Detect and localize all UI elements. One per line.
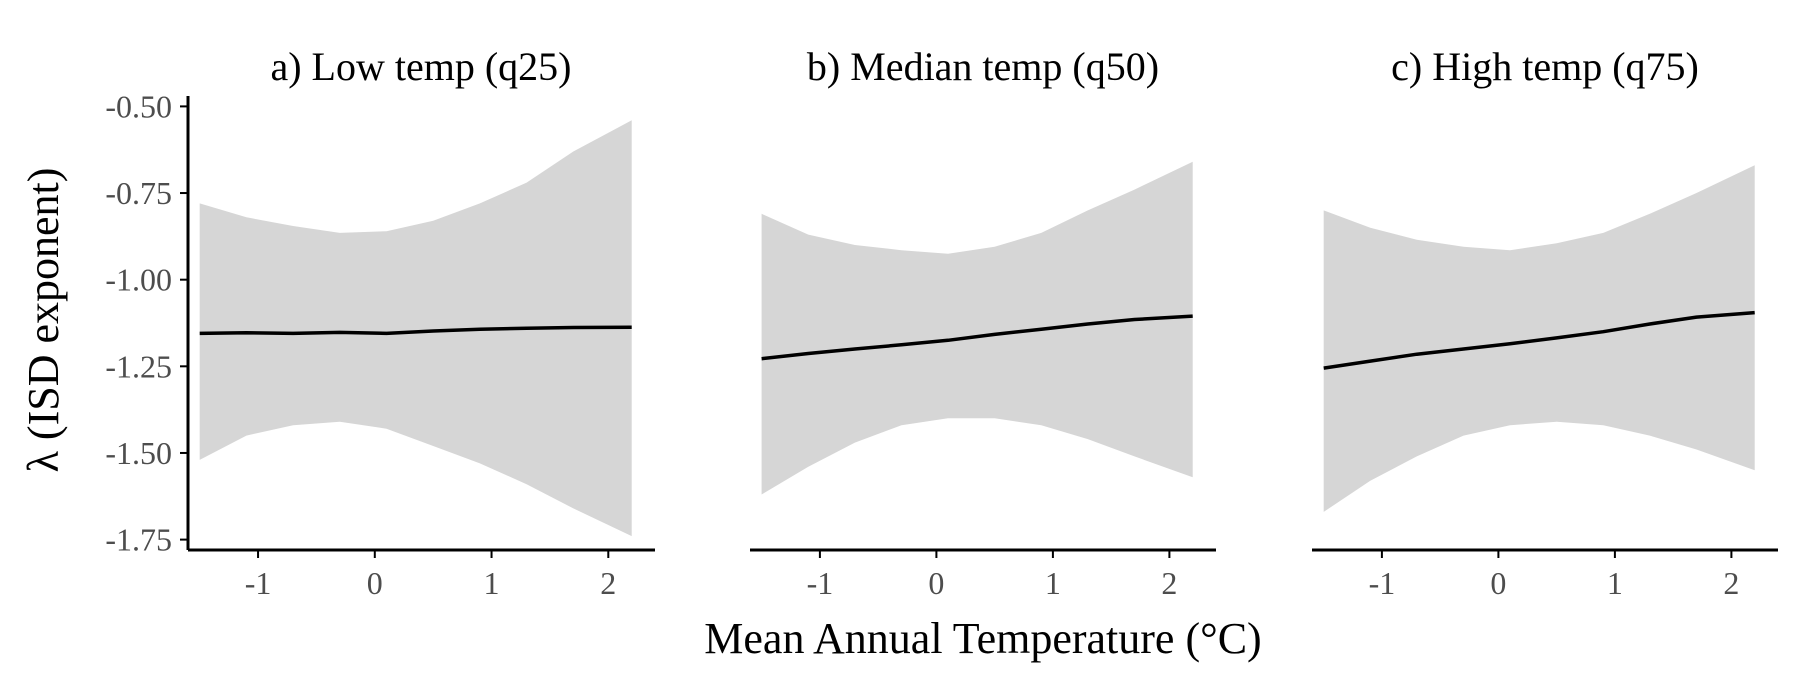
panel-c-x-tick-label: 2 bbox=[1723, 565, 1739, 601]
panel-c-fit-line bbox=[1323, 310, 1755, 370]
y-tick-label: -1.25 bbox=[105, 348, 172, 384]
panel-c-axes: -1 0 1 2 bbox=[1312, 548, 1778, 601]
panel-c-fit-line-group bbox=[1323, 310, 1755, 370]
y-tick-label: -0.50 bbox=[105, 88, 172, 124]
panels: a) Low temp (q25) -1 0 1 2 b) Median temp (… bbox=[180, 44, 1778, 601]
panel-b-title: b) Median temp (q50) bbox=[807, 44, 1159, 89]
panel-b-axes: -1 0 1 2 bbox=[750, 548, 1216, 601]
panel-a-x-tick-label: 0 bbox=[367, 565, 383, 601]
x-axis-title: Mean Annual Temperature (°C) bbox=[704, 614, 1261, 663]
y-axis-labels: -0.50 -0.75 -1.00 -1.25 -1.50 -1.75 bbox=[105, 88, 172, 557]
panel-b-band-area bbox=[761, 161, 1193, 495]
panel-a: a) Low temp (q25) -1 0 1 2 bbox=[180, 44, 655, 601]
panel-a-fit-line-group bbox=[199, 325, 632, 336]
panel-a-title: a) Low temp (q25) bbox=[270, 44, 571, 89]
panel-b-confidence-band bbox=[761, 161, 1193, 495]
y-tick-label: -1.75 bbox=[105, 522, 172, 558]
panel-b-x-tick-label: 2 bbox=[1161, 565, 1177, 601]
panel-a-confidence-band bbox=[199, 120, 632, 537]
panel-a-axes: -1 0 1 2 bbox=[180, 96, 655, 601]
panel-a-band-area bbox=[199, 120, 632, 537]
panel-a-x-tick-label: 2 bbox=[600, 565, 616, 601]
panel-c-x-tick-label: -1 bbox=[1369, 565, 1396, 601]
y-tick-label: -0.75 bbox=[105, 175, 172, 211]
y-axis-title: λ (ISD exponent) bbox=[19, 168, 68, 473]
panel-c-title: c) High temp (q75) bbox=[1391, 44, 1699, 89]
y-tick-label: -1.00 bbox=[105, 262, 172, 298]
panel-c-x-tick-label: 1 bbox=[1607, 565, 1623, 601]
panel-b-x-tick-label: 1 bbox=[1045, 565, 1061, 601]
panel-a-x-tick-label: -1 bbox=[245, 565, 272, 601]
panel-c: c) High temp (q75) -1 0 1 2 bbox=[1312, 44, 1778, 601]
panel-b-x-tick-label: 0 bbox=[928, 565, 944, 601]
panel-c-x-tick-label: 0 bbox=[1490, 565, 1506, 601]
panel-a-fit-line bbox=[199, 325, 632, 336]
panel-b-x-tick-label: -1 bbox=[807, 565, 834, 601]
panel-a-x-tick-label: 1 bbox=[484, 565, 500, 601]
panel-b-fit-line bbox=[761, 314, 1193, 361]
panel-b: b) Median temp (q50) -1 0 1 2 bbox=[750, 44, 1216, 601]
panel-b-fit-line-group bbox=[761, 314, 1193, 361]
y-tick-label: -1.50 bbox=[105, 435, 172, 471]
